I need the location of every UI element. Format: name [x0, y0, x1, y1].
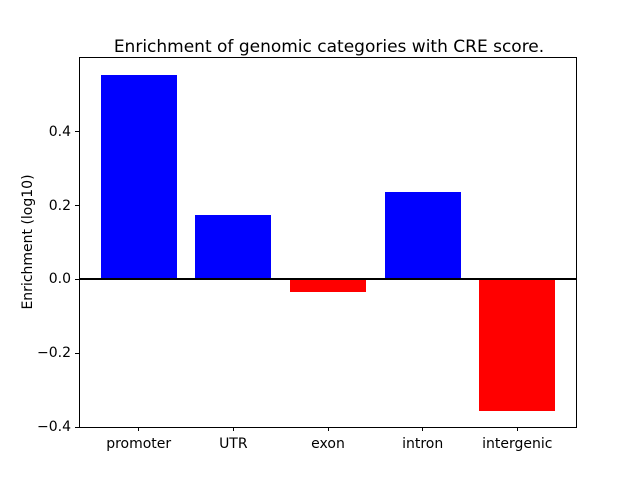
bar-UTR	[195, 214, 272, 280]
y-tick-mark	[75, 426, 79, 428]
x-tick-mark	[232, 427, 234, 431]
x-tick-label-promoter: promoter	[106, 436, 172, 452]
y-tick-label: 0.4	[48, 123, 71, 140]
x-tick-label-intergenic: intergenic	[482, 436, 553, 452]
y-tick-mark	[75, 205, 79, 207]
y-tick-label: 0.2	[48, 197, 71, 214]
x-tick-mark	[138, 427, 140, 431]
zero-line	[80, 278, 576, 281]
y-axis-label: Enrichment (log10)	[20, 174, 36, 310]
x-tick-label-intron: intron	[402, 436, 444, 452]
x-tick-mark	[516, 427, 518, 431]
y-tick-label: 0.0	[48, 271, 71, 288]
y-tick-label: −0.2	[37, 345, 71, 362]
bar-intergenic	[479, 279, 556, 412]
y-tick-mark	[75, 278, 79, 280]
x-tick-mark	[422, 427, 424, 431]
bar-exon	[290, 279, 366, 293]
x-tick-mark	[327, 427, 329, 431]
x-tick-label-UTR: UTR	[219, 436, 248, 452]
y-tick-mark	[75, 131, 79, 133]
bar-promoter	[100, 75, 177, 280]
plot-area	[79, 57, 577, 428]
bar-intron	[384, 192, 461, 280]
chart-title: Enrichment of genomic categories with CR…	[113, 37, 545, 57]
x-tick-label-exon: exon	[311, 436, 345, 452]
y-tick-mark	[75, 352, 79, 354]
y-tick-label: −0.4	[37, 419, 71, 435]
